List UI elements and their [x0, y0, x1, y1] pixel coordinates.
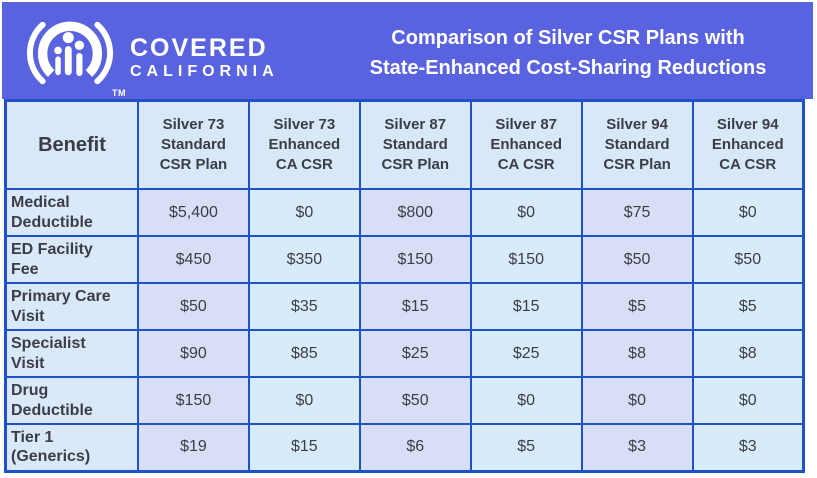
- value-cell: $800: [358, 188, 472, 237]
- trademark-symbol: TM: [112, 88, 126, 98]
- plan-column-header: Silver 94 Enhanced CA CSR: [691, 99, 805, 190]
- table-row: Primary Care Visit $50 $35 $15 $15 $5 $5: [4, 282, 805, 331]
- value-cell: $450: [137, 235, 250, 284]
- value-cell: $15: [358, 282, 472, 331]
- value-cell: $35: [247, 282, 361, 331]
- plan-column-header: Silver 94 Standard CSR Plan: [580, 99, 694, 190]
- value-cell: $0: [469, 376, 583, 425]
- value-cell: $150: [137, 376, 250, 425]
- plan-column-header: Silver 73 Enhanced CA CSR: [247, 99, 361, 190]
- benefit-cell: ED Facility Fee: [4, 235, 139, 284]
- value-cell: $3: [691, 423, 805, 472]
- table-row: Tier 1 (Generics) $19 $15 $6 $5 $3 $3: [4, 423, 805, 472]
- value-cell: $150: [358, 235, 472, 284]
- table-row: ED Facility Fee $450 $350 $150 $150 $50 $50: [4, 235, 805, 284]
- value-cell: $5: [580, 282, 694, 331]
- header-banner: TM COVERED CALIFORNIA Comparison of Silv…: [2, 2, 813, 99]
- value-cell: $50: [137, 282, 250, 331]
- value-cell: $0: [247, 376, 361, 425]
- value-cell: $5: [691, 282, 805, 331]
- value-cell: $19: [137, 423, 250, 472]
- value-cell: $85: [247, 329, 361, 378]
- silver-csr-comparison-table: Benefit Silver 73 Standard CSR Plan Silver…: [4, 99, 805, 473]
- value-cell: $150: [469, 235, 583, 284]
- brand-name-covered: COVERED: [130, 33, 268, 62]
- value-cell: $75: [580, 188, 694, 237]
- benefit-column-header: Benefit: [4, 99, 139, 190]
- value-cell: $350: [247, 235, 361, 284]
- value-cell: $8: [691, 329, 805, 378]
- benefit-cell: Tier 1 (Generics): [4, 423, 139, 472]
- plan-column-header: Silver 73 Standard CSR Plan: [137, 99, 250, 190]
- value-cell: $5: [469, 423, 583, 472]
- plan-column-header: Silver 87 Enhanced CA CSR: [469, 99, 583, 190]
- brand-name: COVERED CALIFORNIA: [130, 35, 279, 81]
- benefit-cell: Primary Care Visit: [4, 282, 139, 331]
- value-cell: $6: [358, 423, 472, 472]
- table-row: Drug Deductible $150 $0 $50 $0 $0 $0: [4, 376, 805, 425]
- value-cell: $0: [469, 188, 583, 237]
- covered-california-logo: TM COVERED CALIFORNIA: [18, 6, 279, 100]
- table-header-row: Benefit Silver 73 Standard CSR Plan Silver…: [4, 99, 805, 190]
- value-cell: $5,400: [137, 188, 250, 237]
- value-cell: $0: [580, 376, 694, 425]
- value-cell: $0: [247, 188, 361, 237]
- benefit-cell: Drug Deductible: [4, 376, 139, 425]
- value-cell: $50: [691, 235, 805, 284]
- value-cell: $8: [580, 329, 694, 378]
- page-title: Comparison of Silver CSR Plans with Stat…: [369, 27, 767, 79]
- covered-california-logo-icon: TM: [18, 6, 126, 100]
- value-cell: $15: [469, 282, 583, 331]
- comparison-table-container: Benefit Silver 73 Standard CSR Plan Silver…: [4, 99, 805, 473]
- benefit-cell: Medical Deductible: [4, 188, 139, 237]
- value-cell: $3: [580, 423, 694, 472]
- brand-name-california: CALIFORNIA: [130, 63, 279, 81]
- benefit-cell: Specialist Visit: [4, 329, 139, 378]
- table-row: Specialist Visit $90 $85 $25 $25 $8 $8: [4, 329, 805, 378]
- value-cell: $15: [247, 423, 361, 472]
- value-cell: $50: [358, 376, 472, 425]
- value-cell: $25: [469, 329, 583, 378]
- value-cell: $0: [691, 188, 805, 237]
- value-cell: $25: [358, 329, 472, 378]
- value-cell: $0: [691, 376, 805, 425]
- value-cell: $50: [580, 235, 694, 284]
- value-cell: $90: [137, 329, 250, 378]
- plan-column-header: Silver 87 Standard CSR Plan: [358, 99, 472, 190]
- table-row: Medical Deductible $5,400 $0 $800 $0 $75 $0: [4, 188, 805, 237]
- table-body: Medical Deductible $5,400 $0 $800 $0 $75 $0 ED …: [4, 188, 805, 472]
